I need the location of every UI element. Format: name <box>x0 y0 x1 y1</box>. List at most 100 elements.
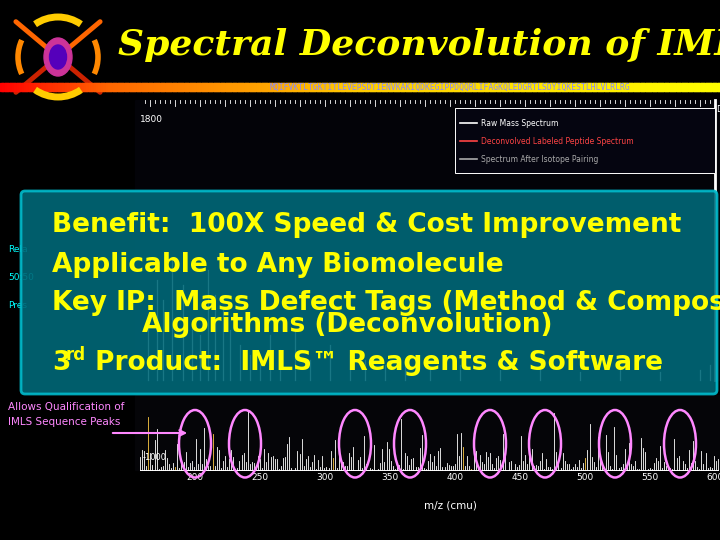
Bar <box>665 83 668 91</box>
Text: 3: 3 <box>52 350 71 376</box>
Bar <box>595 83 598 91</box>
Bar <box>197 83 200 91</box>
Bar <box>307 83 310 91</box>
Text: Key IP:  Mass Defect Tags (Method & Composition): Key IP: Mass Defect Tags (Method & Compo… <box>52 290 720 316</box>
Bar <box>38 83 42 91</box>
Bar <box>336 83 339 91</box>
Bar <box>67 83 71 91</box>
Bar <box>261 83 265 91</box>
Bar <box>583 83 587 91</box>
Text: Product:  IMLS™ Reagents & Software: Product: IMLS™ Reagents & Software <box>86 350 663 376</box>
Bar <box>497 83 500 91</box>
Bar <box>441 83 445 91</box>
Bar <box>7 83 11 91</box>
Text: m/z (cmu): m/z (cmu) <box>423 500 477 510</box>
Bar <box>533 83 536 91</box>
Bar <box>351 83 354 91</box>
Bar <box>626 83 630 91</box>
Bar <box>468 83 472 91</box>
Bar <box>405 83 409 91</box>
Text: 1800: 1800 <box>140 115 163 124</box>
Bar <box>410 83 414 91</box>
Bar <box>225 83 229 91</box>
Bar <box>168 83 171 91</box>
Bar <box>423 83 426 91</box>
Bar <box>297 83 301 91</box>
Text: MQIFVKTLTGKTITLEVEPSDTIENVKAKIQDKEGIPPDQQRLIFAGKQLEDGRTLSDYIQKESTLHLVLRLRG: MQIFVKTLTGKTITLEVEPSDTIENVKAKIQDKEGIPPDQ… <box>269 83 631 91</box>
Bar <box>319 83 323 91</box>
Bar <box>571 83 575 91</box>
Bar <box>2 83 6 91</box>
Bar <box>161 83 164 91</box>
Bar <box>689 83 692 91</box>
Text: Rela: Rela <box>8 246 27 254</box>
Bar <box>142 83 145 91</box>
Bar <box>192 83 195 91</box>
Bar <box>79 83 83 91</box>
Bar <box>74 83 78 91</box>
Bar <box>281 83 284 91</box>
Bar <box>425 83 428 91</box>
Bar <box>81 83 85 91</box>
Bar <box>600 83 603 91</box>
Bar <box>89 83 92 91</box>
Bar <box>144 83 148 91</box>
Bar <box>603 83 606 91</box>
Text: Spectrum After Isotope Pairing: Spectrum After Isotope Pairing <box>481 154 598 164</box>
Bar <box>295 83 299 91</box>
Bar <box>130 83 133 91</box>
Bar <box>238 83 241 91</box>
Bar <box>199 83 202 91</box>
Bar <box>120 83 123 91</box>
Bar <box>135 395 720 470</box>
Text: Pres: Pres <box>8 301 27 310</box>
Bar <box>353 83 356 91</box>
Bar <box>437 83 440 91</box>
Bar <box>338 83 342 91</box>
Bar <box>394 83 397 91</box>
Bar <box>552 83 555 91</box>
Bar <box>290 83 294 91</box>
Bar <box>470 83 474 91</box>
Bar <box>490 83 493 91</box>
Bar <box>110 83 114 91</box>
Bar <box>223 83 227 91</box>
Bar <box>48 83 51 91</box>
Text: 600: 600 <box>706 473 720 482</box>
Bar <box>477 83 481 91</box>
Bar <box>9 83 13 91</box>
Bar <box>682 83 685 91</box>
Bar <box>139 83 143 91</box>
Bar <box>557 83 560 91</box>
Bar <box>31 83 35 91</box>
Bar <box>506 83 510 91</box>
Bar <box>106 83 109 91</box>
Bar <box>58 83 61 91</box>
Bar <box>211 83 215 91</box>
Bar <box>187 83 191 91</box>
Bar <box>19 83 22 91</box>
Bar <box>322 83 325 91</box>
Text: Applicable to Any Biomolecule: Applicable to Any Biomolecule <box>52 252 503 278</box>
Bar <box>624 83 627 91</box>
Text: 50:50: 50:50 <box>8 273 34 282</box>
Bar <box>348 83 351 91</box>
Bar <box>610 83 613 91</box>
Bar <box>326 83 330 91</box>
Bar <box>240 83 243 91</box>
Bar <box>655 83 659 91</box>
Text: Algorithms (Deconvolution): Algorithms (Deconvolution) <box>142 312 552 338</box>
Bar <box>122 83 126 91</box>
Bar <box>516 83 519 91</box>
Bar <box>302 83 306 91</box>
Bar <box>504 83 508 91</box>
Bar <box>209 83 212 91</box>
Bar <box>693 83 697 91</box>
Bar <box>634 83 637 91</box>
Bar <box>487 83 490 91</box>
Bar <box>96 83 99 91</box>
Bar <box>117 83 121 91</box>
Text: Deconvolved Labeled Peptide Spectrum: Deconvolved Labeled Peptide Spectrum <box>481 137 634 145</box>
Bar <box>276 83 279 91</box>
Bar <box>235 83 238 91</box>
